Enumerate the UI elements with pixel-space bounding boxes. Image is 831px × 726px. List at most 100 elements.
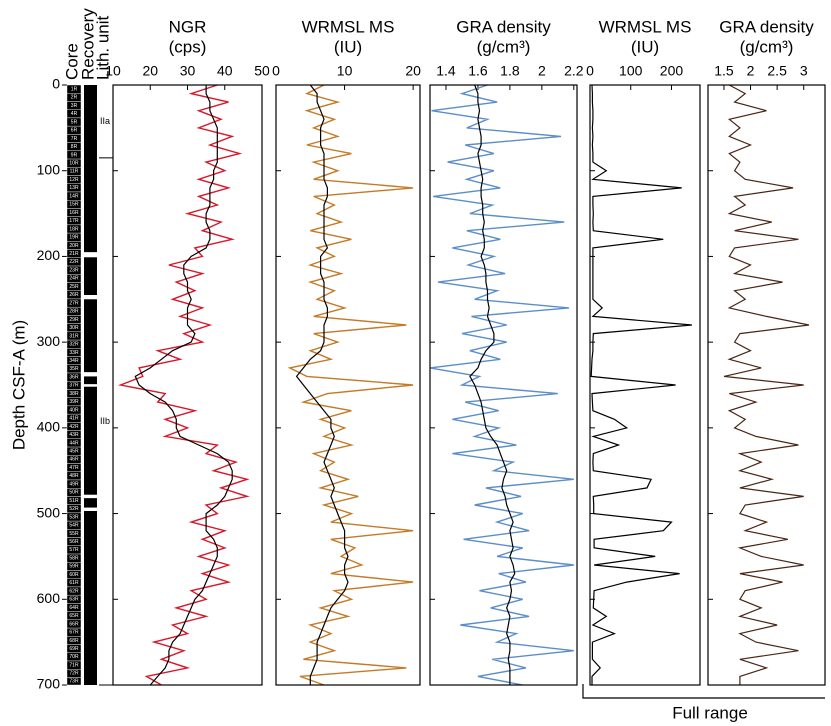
x-tick-label: 2 xyxy=(747,63,755,79)
x-tick-label: 0 xyxy=(272,63,280,79)
log-line xyxy=(723,84,810,685)
log-line xyxy=(134,85,233,686)
core-label: 42R xyxy=(69,424,79,430)
column-header: Lith. unit xyxy=(93,15,112,80)
recovery-gap xyxy=(84,252,97,258)
core-label: 44R xyxy=(69,440,79,446)
log-line xyxy=(295,84,349,685)
core-label: 73R xyxy=(69,679,79,685)
panel-frame xyxy=(589,84,701,686)
panel-frame xyxy=(707,84,826,686)
recovery-gap xyxy=(84,494,97,499)
x-tick-label: 20 xyxy=(405,63,421,79)
x-tick-label: 1.4 xyxy=(436,63,456,79)
recovery-gap xyxy=(84,372,97,377)
core-label: 28R xyxy=(69,309,79,315)
core-label: 15R xyxy=(69,202,79,208)
core-label: 16R xyxy=(69,210,79,216)
core-label: 71R xyxy=(69,662,79,668)
core-label: 3R xyxy=(71,103,78,109)
y-tick-label: 100 xyxy=(37,161,61,177)
panel-unit: (IU) xyxy=(334,37,362,56)
core-label: 57R xyxy=(69,547,79,553)
core-label: 22R xyxy=(69,259,79,265)
core-label: 2R xyxy=(71,95,78,101)
core-label: 32R xyxy=(69,342,79,348)
annotation: Full range xyxy=(672,703,748,722)
x-tick-label: 1.5 xyxy=(714,63,734,79)
y-tick-label: 700 xyxy=(37,676,61,692)
core-label: 50R xyxy=(69,490,79,496)
recovery-gap xyxy=(84,384,97,387)
log-line xyxy=(429,84,574,686)
core-label: 21R xyxy=(69,251,79,257)
core-label: 34R xyxy=(69,358,79,364)
core-label: 46R xyxy=(69,457,79,463)
core-label: 53R xyxy=(69,514,79,520)
x-tick-label: 2 xyxy=(538,63,546,79)
panel-title: GRA density xyxy=(456,17,551,36)
core-label: 68R xyxy=(69,638,79,644)
column-header: Core xyxy=(62,43,81,80)
core-label: 31R xyxy=(69,333,79,339)
core-label: 65R xyxy=(69,613,79,619)
full-range-bracket xyxy=(582,684,825,699)
core-label: 72R xyxy=(69,671,79,677)
log-line xyxy=(287,84,414,686)
core-label: 52R xyxy=(69,506,79,512)
core-label: 33R xyxy=(69,350,79,356)
panel-unit: (IU) xyxy=(631,37,659,56)
panel-title: GRA density xyxy=(719,17,814,36)
y-tick-label: 400 xyxy=(37,419,61,435)
panel-unit: (g/cm³) xyxy=(477,37,531,56)
core-label: 43R xyxy=(69,432,79,438)
core-label: 20R xyxy=(69,243,79,249)
recovery-gap xyxy=(84,295,97,300)
x-tick-label: 30 xyxy=(180,63,196,79)
core-label: 10R xyxy=(69,160,79,166)
log-line xyxy=(590,84,692,685)
log-line xyxy=(469,84,516,685)
x-tick-label: 200 xyxy=(660,63,684,79)
x-tick-label: 2.2 xyxy=(564,63,584,79)
core-label: 59R xyxy=(69,564,79,570)
core-label: 56R xyxy=(69,539,79,545)
x-tick-label: 3 xyxy=(800,63,808,79)
log-line xyxy=(117,84,250,686)
core-label: 14R xyxy=(69,193,79,199)
core-box xyxy=(66,677,82,686)
core-label: 40R xyxy=(69,407,79,413)
core-label: 24R xyxy=(69,276,79,282)
core-label: 6R xyxy=(71,128,78,134)
panel-unit: (cps) xyxy=(169,37,207,56)
core-label: 5R xyxy=(71,119,78,125)
x-tick-label: 100 xyxy=(619,63,643,79)
core-label: 25R xyxy=(69,284,79,290)
core-label: 55R xyxy=(69,531,79,537)
panel-frame xyxy=(429,84,578,686)
core-label: 29R xyxy=(69,317,79,323)
core-label: 37R xyxy=(69,383,79,389)
core-label: 45R xyxy=(69,448,79,454)
y-tick-label: 600 xyxy=(37,590,61,606)
core-label: 51R xyxy=(69,498,79,504)
panel-title: NGR xyxy=(169,17,207,36)
core-label: 27R xyxy=(69,300,79,306)
core-label: 66R xyxy=(69,621,79,627)
panel-title: WRMSL MS xyxy=(599,17,692,36)
core-label: 23R xyxy=(69,267,79,273)
unit-label: IIb xyxy=(100,416,110,426)
core-label: 8R xyxy=(71,144,78,150)
core-label: 41R xyxy=(69,416,79,422)
core-label: 47R xyxy=(69,465,79,471)
core-label: 60R xyxy=(69,572,79,578)
core-label: 39R xyxy=(69,399,79,405)
core-label: 35R xyxy=(69,366,79,372)
core-label: 67R xyxy=(69,630,79,636)
core-label: 13R xyxy=(69,185,79,191)
y-tick-label: 300 xyxy=(37,333,61,349)
unit-label: IIa xyxy=(100,116,110,126)
core-label: 48R xyxy=(69,473,79,479)
core-label: 7R xyxy=(71,136,78,142)
panel-unit: (g/cm³) xyxy=(740,37,794,56)
